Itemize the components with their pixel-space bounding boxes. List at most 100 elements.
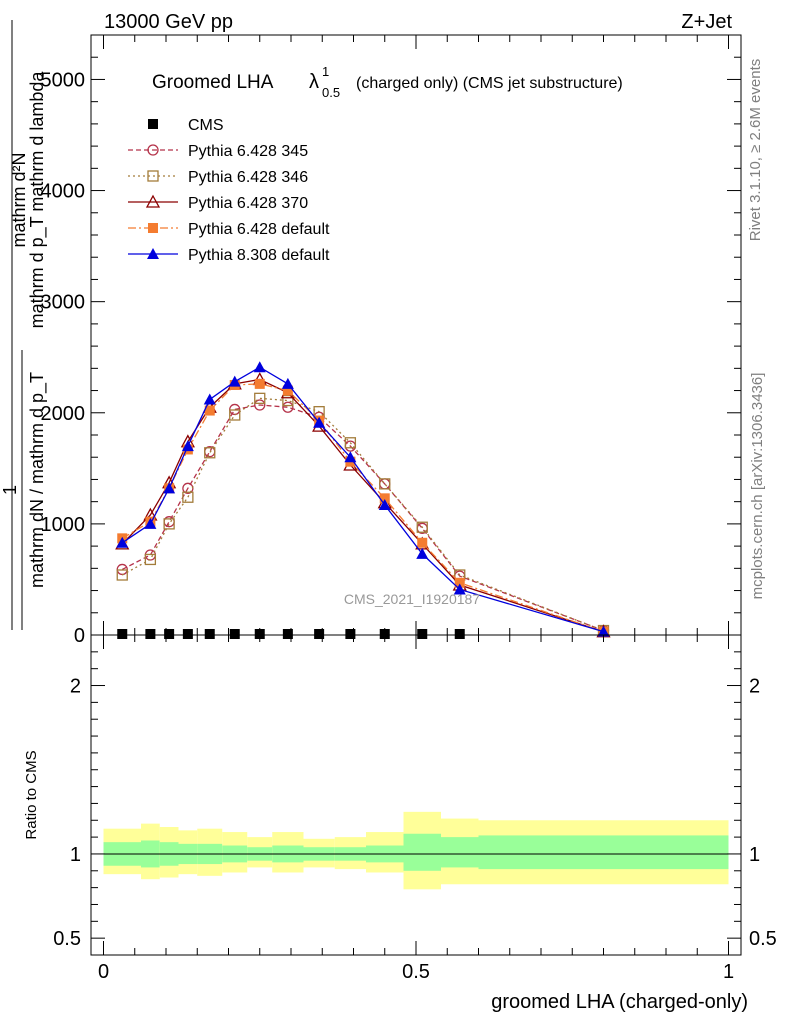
legend-marker [147,144,159,156]
xtick-label: 0 [98,961,109,983]
legend-marker [147,248,159,259]
data-point [204,405,215,416]
ytick-label: 4000 [41,181,86,203]
legend-entry: Pythia 6.428 345 [128,143,308,160]
title-sub: 0.5 [322,85,340,100]
ratio-band-inner [478,835,729,870]
ratio-ytick-label-right: 2 [749,676,760,698]
title-rest: (charged only) (CMS jet substructure) [356,75,623,92]
ylabel-top: mathrm d²N [9,152,29,247]
data-point [453,583,466,595]
data-point [454,629,465,639]
data-point [254,399,266,411]
data-point [281,377,294,389]
data-point [254,392,266,404]
main-plot: 0 1000 2000 3000 4000 5000 [41,34,742,647]
data-point [379,478,391,490]
data-point [145,629,156,639]
series-5 [116,361,610,637]
process-label: Z+Jet [681,11,732,33]
data-point [144,553,157,566]
data-point [117,629,128,639]
data-point [344,437,357,449]
svg-text:Groomed LHA: Groomed LHA [152,72,274,93]
legend-label: Pythia 6.428 345 [188,143,308,160]
ratio-axis-ticks: 0.5 0.5 1 1 2 2 0 0.5 1 [53,635,777,983]
energy-label: 13000 GeV pp [104,11,233,33]
data-point [597,625,610,637]
ratio-ytick-label-right: 1 [749,844,760,866]
data-point [378,499,391,510]
data-point [282,629,293,639]
legend-entry: Pythia 6.428 370 [128,194,308,212]
ratio-ytick-label: 2 [70,676,81,698]
data-point [416,521,428,533]
ytick-label: 2000 [41,403,86,425]
data-point [203,393,216,405]
data-point [229,629,240,639]
legend-label: Pythia 8.308 default [188,247,330,264]
data-point [229,409,241,421]
legend-entry: Pythia 6.428 346 [128,169,308,186]
data-point [345,629,356,639]
data-point [204,629,215,639]
data-point [182,629,193,639]
legend-label: Pythia 6.428 default [188,221,330,238]
legend-label: Pythia 6.428 346 [188,169,308,186]
data-point [314,629,325,639]
data-point [254,378,265,389]
legend-marker [147,170,159,182]
data-point [344,451,357,463]
ylabel-bottom-num: 1 [0,485,20,495]
data-point [144,517,157,529]
data-point [416,547,429,559]
legend-entry: Pythia 6.428 default [128,221,330,238]
ytick-label: 1000 [41,514,86,536]
data-point [163,518,175,530]
data-point [313,416,326,428]
data-point [417,629,428,639]
legend-label: CMS [188,117,224,134]
ylabel-top2: mathrm d p_T mathrm d lambda [27,71,48,329]
data-point [228,375,241,387]
data-point [379,493,390,504]
legend-marker [148,119,158,129]
data-point [116,536,129,548]
data-point [417,537,428,548]
title-sup: 1 [322,64,329,79]
legend-marker [145,194,161,208]
watermark-label: CMS_2021_I1920187 [344,591,480,607]
rivet-label: Rivet 3.1.10, ≥ 2.6M events [747,59,764,242]
legend-entry: CMS [148,117,224,134]
data-point [164,629,175,639]
ratio-band-inner [441,837,479,868]
ratio-band-inner [403,833,441,871]
ratio-plot: 0.5 0.5 1 1 2 2 0 0.5 1 [53,634,777,983]
main-ylabel: mathrm d²N mathrm d p_T mathrm d lambda … [0,20,48,630]
data-point [163,482,176,494]
xlabel: groomed LHA (charged-only) [491,991,748,1013]
data-point [282,385,293,396]
title-main: Groomed LHA [152,72,274,93]
chart-title: Groomed LHA λ 1 0.5 (charged only) (CMS … [152,64,623,100]
ratio-ytick-label: 0.5 [53,928,81,950]
data-point [181,440,194,452]
title-lambda: λ [309,71,319,93]
xtick-label: 1 [723,961,734,983]
series-line [121,378,604,633]
data-point [282,401,294,413]
series-line [121,397,604,632]
data-point [204,447,216,459]
ylabel-bottom: mathrm dN / mathrm d p_T [27,372,48,588]
series-line [121,366,604,633]
data-point [254,629,265,639]
ratio-bands-layer [103,811,729,890]
mcplots-label: mcplots.cern.ch [arXiv:1306.3436] [749,373,766,600]
data-point [116,569,128,581]
ratio-ytick-label-right: 0.5 [749,928,777,950]
series-line [121,404,604,632]
legend-entry: Pythia 8.308 default [128,247,330,264]
main-series-layer [115,361,611,639]
ytick-label: 3000 [41,292,86,314]
